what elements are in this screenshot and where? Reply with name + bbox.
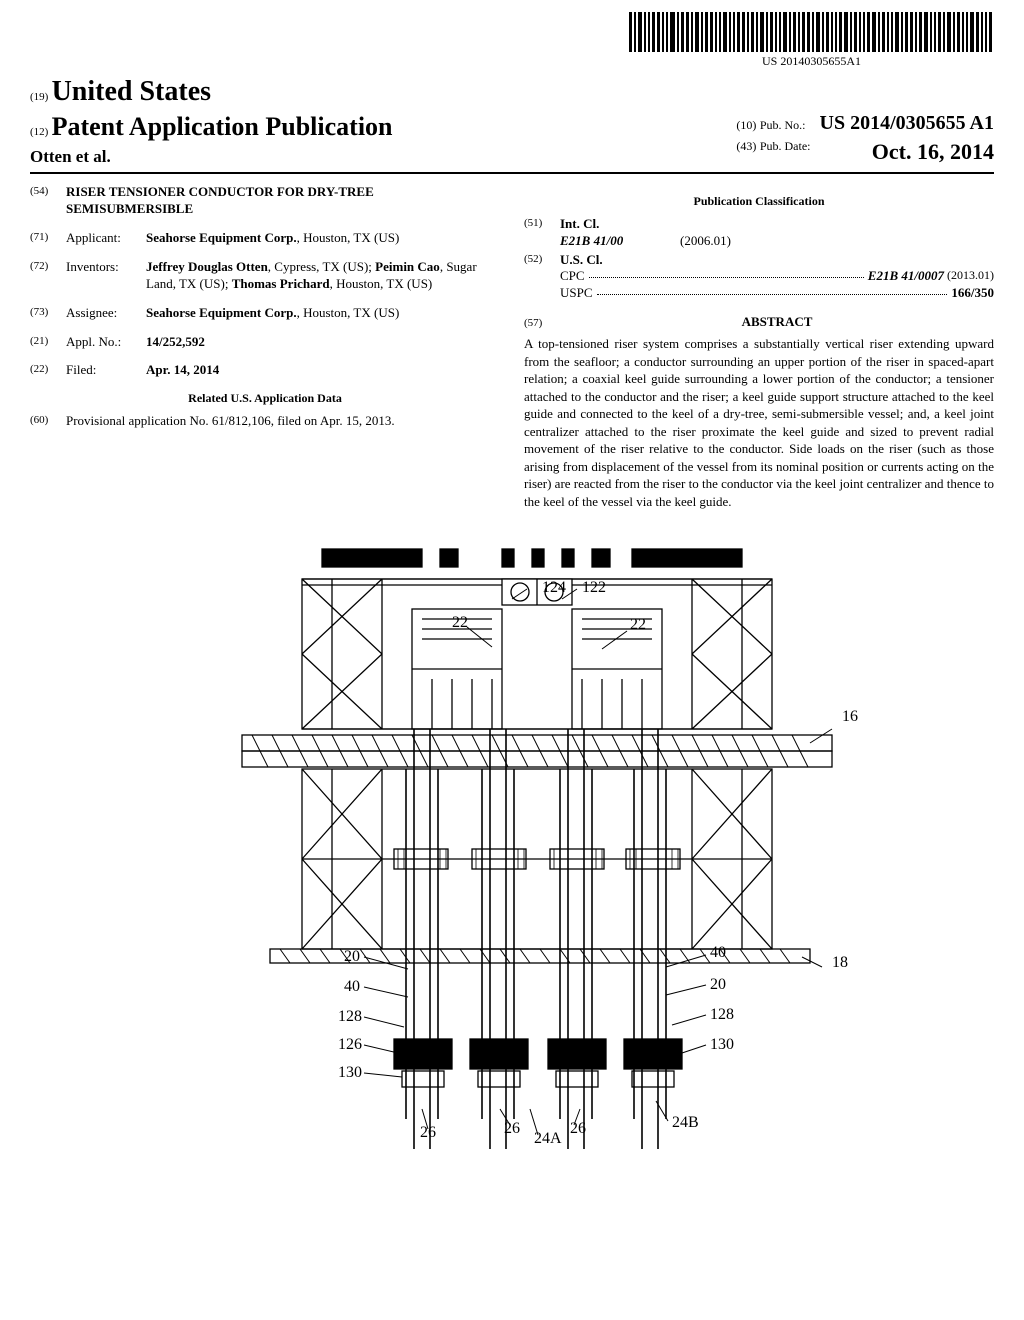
applicant-bold: Seahorse Equipment Corp. [146, 230, 297, 245]
svg-text:26: 26 [570, 1120, 586, 1137]
provisional-code: (60) [30, 413, 66, 427]
abstract-title: ABSTRACT [560, 314, 994, 331]
related-data-title: Related U.S. Application Data [30, 391, 500, 407]
barcode-lines [629, 12, 994, 52]
intcl-date: (2006.01) [680, 233, 731, 250]
left-column: (54) RISER TENSIONER CONDUCTOR FOR DRY-T… [30, 184, 500, 510]
svg-text:128: 128 [710, 1006, 734, 1023]
svg-text:22: 22 [630, 616, 646, 633]
header-row: (19) United States (12) Patent Applicati… [30, 74, 994, 174]
pubdate-code: (43) [736, 139, 756, 153]
applicant-row: (71) Applicant: Seahorse Equipment Corp.… [30, 230, 500, 247]
provisional-row: (60) Provisional application No. 61/812,… [30, 413, 500, 430]
title-code: (54) [30, 184, 66, 198]
uscl-label: U.S. Cl. [560, 252, 994, 269]
cpc-value: E21B 41/0007 [868, 268, 944, 285]
patent-drawing: 124 122 22 22 16 18 20 40 128 126 130 40 20 128 130 26 2… [132, 529, 892, 1169]
cpc-line: CPC E21B 41/0007 (2013.01) [560, 268, 994, 285]
assignee-code: (73) [30, 305, 66, 319]
svg-text:26: 26 [504, 1120, 520, 1137]
header-left: (19) United States (12) Patent Applicati… [30, 74, 393, 168]
cpc-date: (2013.01) [947, 268, 994, 285]
figure-region: 124 122 22 22 16 18 20 40 128 126 130 40 20 128 130 26 2… [30, 529, 994, 1174]
provisional-value: Provisional application No. 61/812,106, … [66, 413, 500, 430]
intcl-code: (51) [524, 216, 560, 250]
intcl-body: Int. Cl. E21B 41/00 (2006.01) [560, 216, 994, 250]
pubtype-code: (12) [30, 126, 48, 138]
svg-text:130: 130 [338, 1064, 362, 1081]
applno-value: 14/252,592 [146, 334, 500, 351]
assignee-rest: , Houston, TX (US) [297, 305, 400, 320]
inventors-value: Jeffrey Douglas Otten, Cypress, TX (US);… [146, 259, 500, 293]
intcl-label: Int. Cl. [560, 216, 994, 233]
applicant-value: Seahorse Equipment Corp., Houston, TX (U… [146, 230, 500, 247]
svg-text:20: 20 [710, 976, 726, 993]
svg-text:20: 20 [344, 948, 360, 965]
country-name: United States [52, 76, 211, 107]
uscl-row: (52) U.S. Cl. CPC E21B 41/0007 (2013.01)… [524, 252, 994, 303]
pubdate-label: Pub. Date: [760, 139, 811, 153]
abstract-text: A top-tensioned riser system comprises a… [524, 335, 994, 510]
svg-text:26: 26 [420, 1124, 436, 1141]
filed-code: (22) [30, 362, 66, 376]
uspc-line: USPC 166/350 [560, 285, 994, 302]
applicant-label: Applicant: [66, 230, 146, 247]
pubtype: Patent Application Publication [52, 112, 393, 141]
intcl-symbol: E21B 41/00 [560, 233, 680, 250]
filed-row: (22) Filed: Apr. 14, 2014 [30, 362, 500, 379]
applicant-rest: , Houston, TX (US) [297, 230, 400, 245]
svg-text:24A: 24A [534, 1130, 562, 1147]
inventors-label: Inventors: [66, 259, 146, 276]
barcode-text: US 20140305655A1 [629, 54, 994, 70]
inventors-code: (72) [30, 259, 66, 273]
pubdate-value: Oct. 16, 2014 [872, 138, 994, 167]
svg-text:124: 124 [542, 579, 566, 596]
cpc-label: CPC [560, 268, 585, 285]
svg-text:16: 16 [842, 708, 858, 725]
applno-code: (21) [30, 334, 66, 348]
svg-text:126: 126 [338, 1036, 362, 1053]
right-column: Publication Classification (51) Int. Cl.… [524, 184, 994, 510]
inventors-row: (72) Inventors: Jeffrey Douglas Otten, C… [30, 259, 500, 293]
invention-title: RISER TENSIONER CONDUCTOR FOR DRY-TREE S… [66, 184, 500, 218]
applno-row: (21) Appl. No.: 14/252,592 [30, 334, 500, 351]
title-row: (54) RISER TENSIONER CONDUCTOR FOR DRY-T… [30, 184, 500, 218]
uspc-label: USPC [560, 285, 593, 302]
applicant-code: (71) [30, 230, 66, 244]
svg-text:40: 40 [710, 944, 726, 961]
assignee-value: Seahorse Equipment Corp., Houston, TX (U… [146, 305, 500, 322]
dots-icon [597, 285, 948, 295]
assignee-row: (73) Assignee: Seahorse Equipment Corp.,… [30, 305, 500, 322]
header-right: (10) Pub. No.: US 2014/0305655 A1 (43) P… [736, 110, 994, 169]
assignee-label: Assignee: [66, 305, 146, 322]
country-code: (19) [30, 91, 48, 103]
svg-text:128: 128 [338, 1008, 362, 1025]
svg-text:18: 18 [832, 954, 848, 971]
abstract-code: (57) [524, 316, 560, 330]
svg-text:40: 40 [344, 978, 360, 995]
filed-value: Apr. 14, 2014 [146, 362, 500, 379]
svg-text:122: 122 [582, 579, 606, 596]
dots-icon [589, 268, 864, 278]
pubno-code: (10) [736, 118, 756, 132]
svg-text:24B: 24B [672, 1114, 699, 1131]
classification-title: Publication Classification [524, 194, 994, 210]
barcode: US 20140305655A1 [629, 12, 994, 70]
uscl-body: U.S. Cl. CPC E21B 41/0007 (2013.01) USPC… [560, 252, 994, 303]
pubno-value: US 2014/0305655 A1 [820, 112, 994, 134]
filed-label: Filed: [66, 362, 146, 379]
svg-text:130: 130 [710, 1036, 734, 1053]
assignee-bold: Seahorse Equipment Corp. [146, 305, 297, 320]
uscl-code: (52) [524, 252, 560, 303]
svg-text:22: 22 [452, 614, 468, 631]
barcode-region: US 20140305655A1 [30, 12, 994, 70]
intcl-row: (51) Int. Cl. E21B 41/00 (2006.01) [524, 216, 994, 250]
applno-label: Appl. No.: [66, 334, 146, 351]
uspc-value: 166/350 [951, 285, 994, 302]
header-authors: Otten et al. [30, 146, 393, 168]
biblio-columns: (54) RISER TENSIONER CONDUCTOR FOR DRY-T… [30, 184, 994, 510]
pubno-label: Pub. No.: [760, 118, 806, 132]
